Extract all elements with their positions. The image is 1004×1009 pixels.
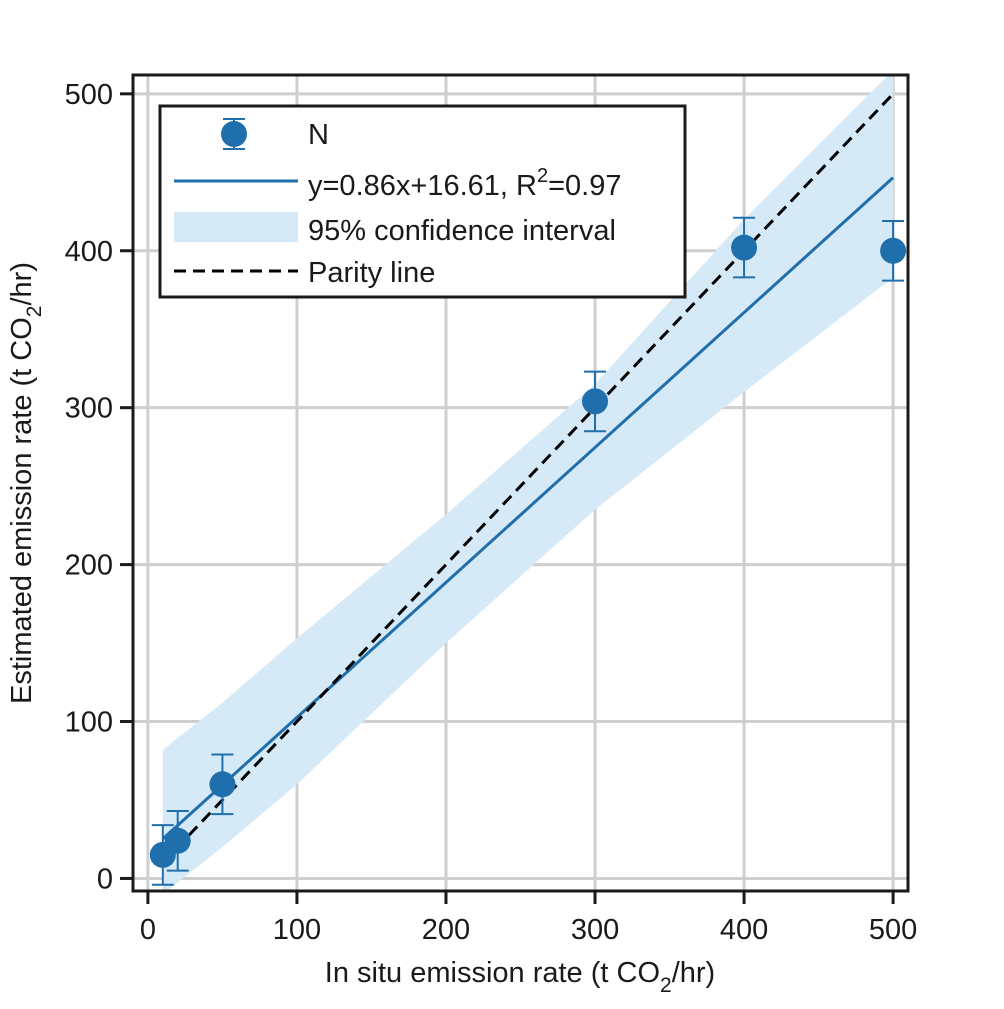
x-tick-label: 200 xyxy=(422,914,470,946)
data-point xyxy=(582,388,609,415)
data-point xyxy=(164,827,191,854)
confidence-band xyxy=(162,75,894,891)
ticks-layer: 0 100 200 300 400 500 0 100 200 300 400 500 xyxy=(65,79,918,946)
y-axis-title: Estimated emission rate (t CO2/hr) xyxy=(6,262,46,704)
y-tick-label: 300 xyxy=(65,393,113,425)
legend-label-parity: Parity line xyxy=(308,257,435,289)
legend-box xyxy=(158,104,687,299)
legend-label-fit: y=0.86x+16.61, R2=0.97 xyxy=(308,165,621,202)
y-tick-label: 400 xyxy=(65,236,113,268)
data-point xyxy=(209,771,236,798)
data-point xyxy=(880,237,907,264)
x-tick-label: 400 xyxy=(720,914,768,946)
data-point xyxy=(731,234,758,261)
y-tick-label: 500 xyxy=(65,79,113,111)
x-tick-label: 500 xyxy=(869,914,917,946)
y-tick-label: 200 xyxy=(65,550,113,582)
x-tick-label: 0 xyxy=(140,914,156,946)
data-layer xyxy=(161,75,895,891)
plot-frame xyxy=(131,73,910,893)
y-tick-label: 0 xyxy=(97,863,113,895)
points-layer xyxy=(149,216,907,886)
legend: N y=0.86x+16.61, R2=0.97 95% confidence … xyxy=(158,104,687,299)
x-tick-label: 300 xyxy=(571,914,619,946)
parity-line xyxy=(161,92,895,864)
legend-marker-errorbar xyxy=(221,118,247,150)
legend-label-points: N xyxy=(308,119,329,151)
legend-marker-point xyxy=(221,121,247,147)
legend-label-band: 95% confidence interval xyxy=(308,215,616,247)
x-axis-title: In situ emission rate (t CO2/hr) xyxy=(325,957,715,997)
fit-line xyxy=(161,176,895,840)
x-tick-label: 100 xyxy=(273,914,321,946)
legend-swatch-band xyxy=(174,212,298,242)
y-tick-label: 100 xyxy=(65,707,113,739)
